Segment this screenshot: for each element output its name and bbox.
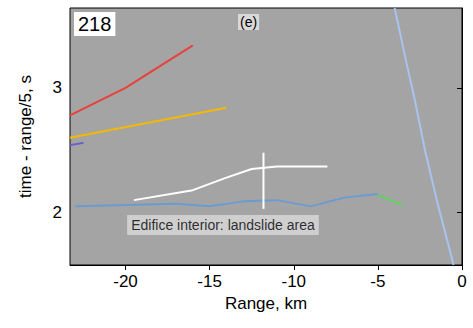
svg-text:(e): (e) [240,14,257,30]
svg-text:Range, km: Range, km [225,294,307,313]
svg-text:218: 218 [78,13,111,35]
svg-text:time - range/5, s: time - range/5, s [16,75,35,198]
svg-text:-15: -15 [197,272,222,291]
svg-text:Edifice interior: landslide ar: Edifice interior: landslide area [131,217,315,233]
svg-text:0: 0 [457,272,466,291]
svg-text:-10: -10 [281,272,306,291]
svg-text:3: 3 [53,78,62,97]
svg-text:-20: -20 [113,272,138,291]
svg-text:-5: -5 [370,272,385,291]
svg-text:2: 2 [53,203,62,222]
